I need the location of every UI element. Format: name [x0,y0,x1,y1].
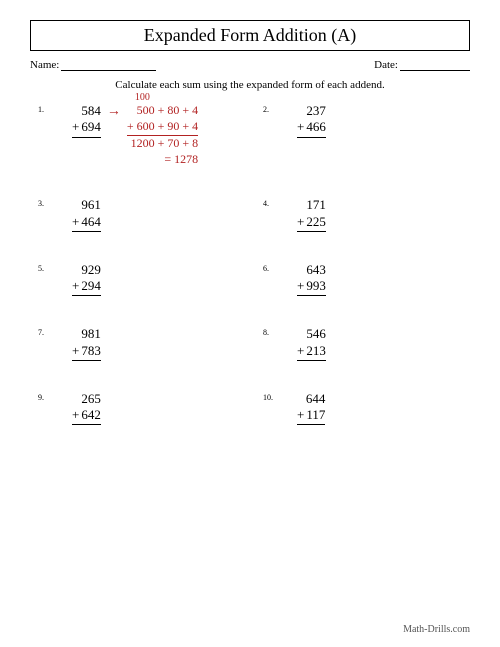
problem-number: 1. [38,105,44,114]
expanded-line-2: + 600 + 90 + 4 [127,119,198,137]
plus-sign: + [72,278,79,293]
plus-sign: + [297,214,304,229]
date-underline[interactable] [400,59,470,71]
problem-7: 7. 981 +783 [30,326,245,361]
addend-1: 265 [72,391,101,407]
addend-2-row: +213 [297,343,326,361]
problem-number: 4. [263,199,269,208]
addition-block: 584 +694 [72,103,101,138]
problem-2: 2. 237 +466 [255,103,470,167]
addend-2: 642 [81,407,101,422]
plus-sign: + [72,407,79,422]
problems-grid: 1. 584 +694 → 100 500 + 80 + 4 + 600 + 9… [30,103,470,425]
addend-1: 929 [72,262,101,278]
arrow-icon: → [107,104,121,120]
name-underline[interactable] [61,59,156,71]
expanded-line-3: 1200 + 70 + 8 [127,136,198,152]
name-field: Name: [30,59,156,71]
plus-sign: + [297,407,304,422]
problem-number: 10. [263,393,273,402]
expanded-line-1: 500 + 80 + 4 [127,103,198,119]
addend-2-row: +993 [297,278,326,296]
date-field: Date: [374,59,470,71]
example-container: 584 +694 → 100 500 + 80 + 4 + 600 + 90 +… [30,103,245,167]
expanded-work: 100 500 + 80 + 4 + 600 + 90 + 4 1200 + 7… [127,103,198,167]
addend-1: 643 [297,262,326,278]
problem-3: 3. 961 +464 [30,197,245,232]
problem-number: 3. [38,199,44,208]
addend-2-row: +783 [72,343,101,361]
addend-2-row: +117 [297,407,325,425]
addend-2-row: +294 [72,278,101,296]
problem-1: 1. 584 +694 → 100 500 + 80 + 4 + 600 + 9… [30,103,245,167]
addition-block: 171 +225 [297,197,326,232]
addend-2: 294 [81,278,101,293]
problem-5: 5. 929 +294 [30,262,245,297]
addition-block: 644 +117 [297,391,325,426]
plus-sign: + [297,343,304,358]
name-label: Name: [30,59,59,71]
addend-2: 213 [306,343,326,358]
problem-8: 8. 546 +213 [255,326,470,361]
addition-block: 961 +464 [72,197,101,232]
addition-block: 981 +783 [72,326,101,361]
addend-2-row: +464 [72,214,101,232]
addend-1: 584 [72,103,101,119]
addend-2: 466 [306,119,326,134]
title-box: Expanded Form Addition (A) [30,20,470,51]
plus-sign: + [297,119,304,134]
addend-2: 117 [306,407,325,422]
addend-1: 546 [297,326,326,342]
addition-block: 546 +213 [297,326,326,361]
expanded-result: = 1278 [127,152,198,168]
addend-2: 993 [306,278,326,293]
page-title: Expanded Form Addition (A) [31,25,469,46]
addend-1: 981 [72,326,101,342]
problem-6: 6. 643 +993 [255,262,470,297]
addend-1: 961 [72,197,101,213]
addend-2: 464 [81,214,101,229]
addend-1: 237 [297,103,326,119]
addition-block: 929 +294 [72,262,101,297]
problem-number: 2. [263,105,269,114]
problem-10: 10. 644 +117 [255,391,470,426]
plus-sign: + [72,119,79,134]
problem-number: 5. [38,264,44,273]
plus-sign: + [297,278,304,293]
footer-attribution: Math-Drills.com [403,624,470,635]
addend-2: 783 [81,343,101,358]
addition-block: 265 +642 [72,391,101,426]
addition-block: 643 +993 [297,262,326,297]
problem-number: 8. [263,328,269,337]
plus-sign: + [72,214,79,229]
date-label: Date: [374,59,398,71]
problem-9: 9. 265 +642 [30,391,245,426]
addition-block: 237 +466 [297,103,326,138]
problem-number: 6. [263,264,269,273]
addend-1: 644 [297,391,325,407]
carry-value: 100 [135,91,150,104]
addend-2-row: +642 [72,407,101,425]
addend-2-row: +225 [297,214,326,232]
header-row: Name: Date: [30,59,470,71]
plus-sign: + [72,343,79,358]
problem-number: 7. [38,328,44,337]
addend-1: 171 [297,197,326,213]
addend-2: 225 [306,214,326,229]
addend-2-row: +694 [72,119,101,137]
instruction-text: Calculate each sum using the expanded fo… [30,79,470,91]
addend-2: 694 [81,119,101,134]
addend-2-row: +466 [297,119,326,137]
problem-number: 9. [38,393,44,402]
problem-4: 4. 171 +225 [255,197,470,232]
